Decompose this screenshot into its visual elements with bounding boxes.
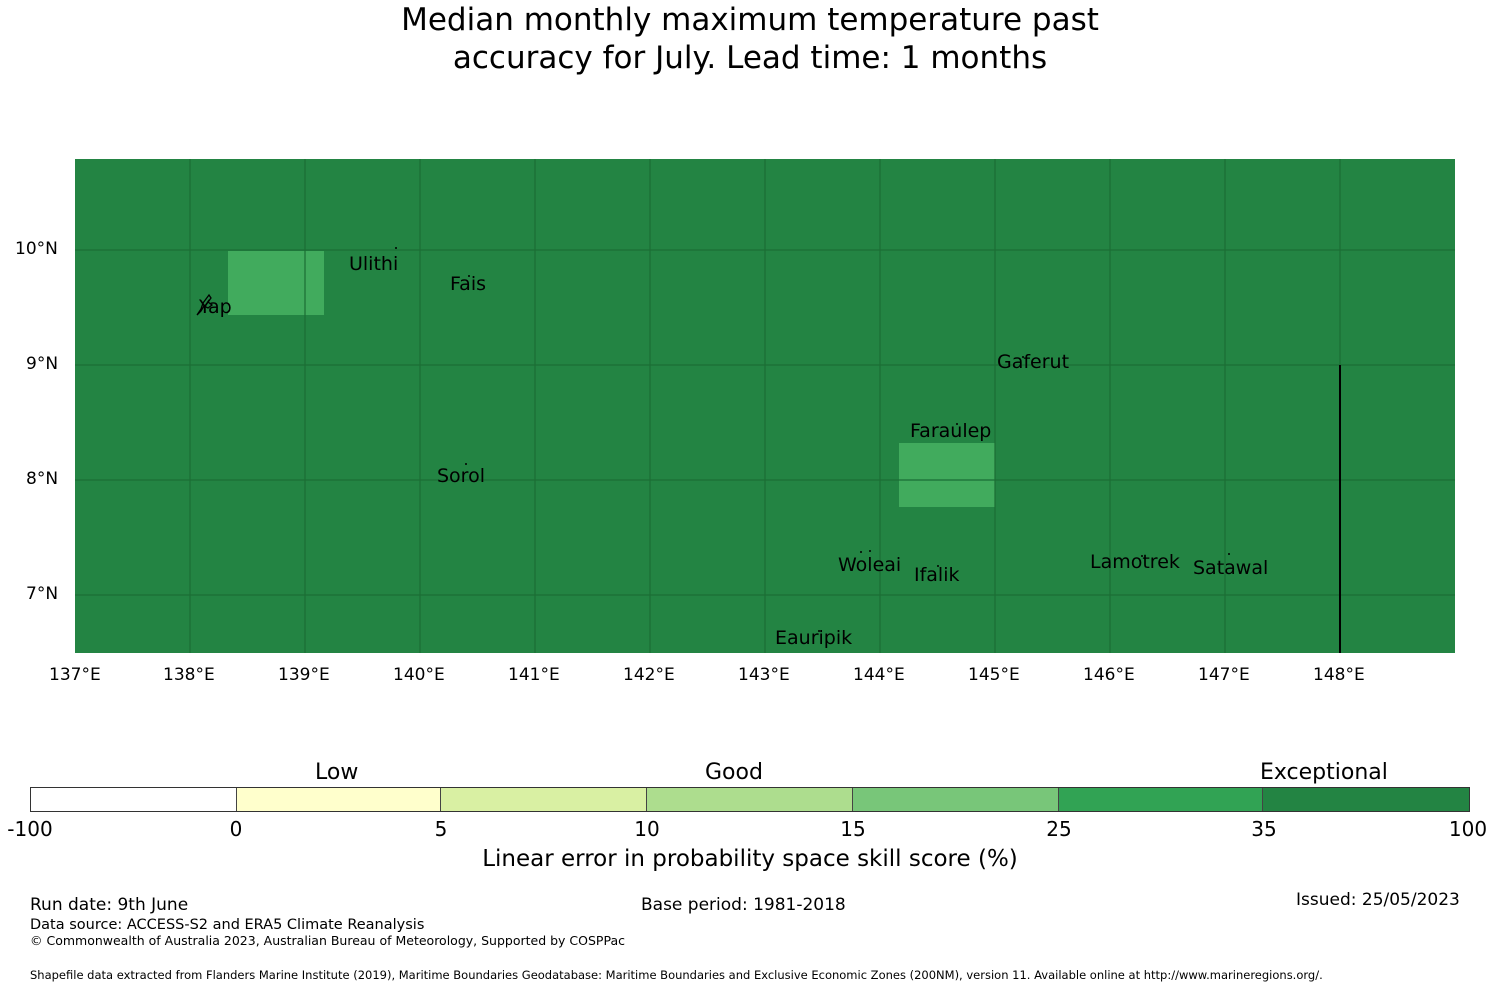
place-label-eauripik: Eauripik xyxy=(775,627,853,649)
colorbar-tick-100: 100 xyxy=(1448,817,1488,841)
lat-label-10n: 10°N xyxy=(15,239,58,259)
place-label-satawal: Satawal xyxy=(1193,557,1269,579)
colorbar-tick-15: 15 xyxy=(840,817,866,841)
colorbar-bin-35-100 xyxy=(1263,788,1470,811)
lon-label-144e: 144°E xyxy=(853,665,905,685)
place-label-faraulep: Faraulep xyxy=(910,420,992,442)
legend-category-low: Low xyxy=(315,760,359,785)
lon-label-138e: 138°E xyxy=(163,665,215,685)
ulithi-atoll-dot xyxy=(395,247,397,249)
place-label-yap: Yap xyxy=(199,296,232,318)
place-label-gaferut: Gaferut xyxy=(997,351,1070,373)
colorbar xyxy=(30,787,1470,812)
issued-date: Issued: 25/05/2023 xyxy=(1296,890,1460,910)
lon-label-148e: 148°E xyxy=(1313,665,1365,685)
colorbar-tick-35: 35 xyxy=(1251,817,1277,841)
lon-label-145e: 145°E xyxy=(968,665,1020,685)
place-label-fais: Fais xyxy=(450,273,487,295)
colorbar-tick-10: 10 xyxy=(634,817,660,841)
colorbar-bin-25-35 xyxy=(1058,788,1264,811)
copyright-notice: © Commonwealth of Australia 2023, Austra… xyxy=(30,933,625,948)
colorbar-bin-5-10 xyxy=(441,788,648,811)
yap-island-shape xyxy=(196,293,214,316)
place-label-sorol: Sorol xyxy=(437,465,485,487)
map-area: Ulithi Fais Yap Gaferut Faraulep Sorol W… xyxy=(75,159,1455,653)
colorbar-tick-25: 25 xyxy=(1046,817,1072,841)
chart-title-line2: accuracy for July. Lead time: 1 months xyxy=(452,40,1048,76)
lon-label-143e: 143°E xyxy=(738,665,790,685)
satawal-island-dot xyxy=(1228,553,1230,555)
place-label-ulithi: Ulithi xyxy=(349,253,399,275)
colorbar-axis-label: Linear error in probability space skill … xyxy=(482,846,1018,872)
lon-label-147e: 147°E xyxy=(1198,665,1250,685)
colorbar-tick-minus100: -100 xyxy=(7,817,53,841)
lon-label-137e: 137°E xyxy=(49,665,101,685)
colorbar-tick-5: 5 xyxy=(434,817,448,841)
faraulep-atoll-dot xyxy=(956,423,958,425)
colorbar-tick-0: 0 xyxy=(229,817,243,841)
lon-label-141e: 141°E xyxy=(508,665,560,685)
lamotrek-atoll-dot xyxy=(1141,555,1143,557)
lon-label-140e: 140°E xyxy=(393,665,445,685)
ifalik-atoll-dot xyxy=(937,565,939,567)
legend-category-exceptional: Exceptional xyxy=(1260,760,1388,785)
woleai-atoll-dot-2 xyxy=(869,550,871,552)
woleai-atoll-dot-1 xyxy=(860,551,862,553)
colorbar-bin-minus100-0 xyxy=(31,788,237,811)
skill-cell-faraulep xyxy=(899,443,995,507)
lon-label-146e: 146°E xyxy=(1083,665,1135,685)
eauripik-atoll-dot xyxy=(818,630,820,632)
colorbar-bin-10-15 xyxy=(647,788,853,811)
legend-category-good: Good xyxy=(705,760,763,785)
base-period: Base period: 1981-2018 xyxy=(641,895,846,915)
gaferut-island-dot xyxy=(1022,356,1024,358)
lat-label-8n: 8°N xyxy=(26,469,59,489)
colorbar-bin-15-25 xyxy=(852,788,1059,811)
chart-title-line1: Median monthly maximum temperature past xyxy=(401,2,1099,38)
place-label-lamotrek: Lamotrek xyxy=(1090,551,1180,573)
colorbar-bin-0-5 xyxy=(236,788,442,811)
sorol-atoll-dot xyxy=(465,463,467,465)
place-label-ifalik: Ifalik xyxy=(914,564,960,586)
lat-label-9n: 9°N xyxy=(26,354,59,374)
shapefile-credit: Shapefile data extracted from Flanders M… xyxy=(30,968,1323,982)
data-source: Data source: ACCESS-S2 and ERA5 Climate … xyxy=(30,917,425,933)
place-label-woleai: Woleai xyxy=(838,554,902,576)
lon-label-139e: 139°E xyxy=(278,665,330,685)
run-date: Run date: 9th June xyxy=(30,895,189,915)
map-svg xyxy=(75,159,1455,653)
fais-island-dot xyxy=(468,275,470,277)
skill-cell-yap xyxy=(228,251,324,315)
lon-label-142e: 142°E xyxy=(623,665,675,685)
lat-label-7n: 7°N xyxy=(26,584,59,604)
